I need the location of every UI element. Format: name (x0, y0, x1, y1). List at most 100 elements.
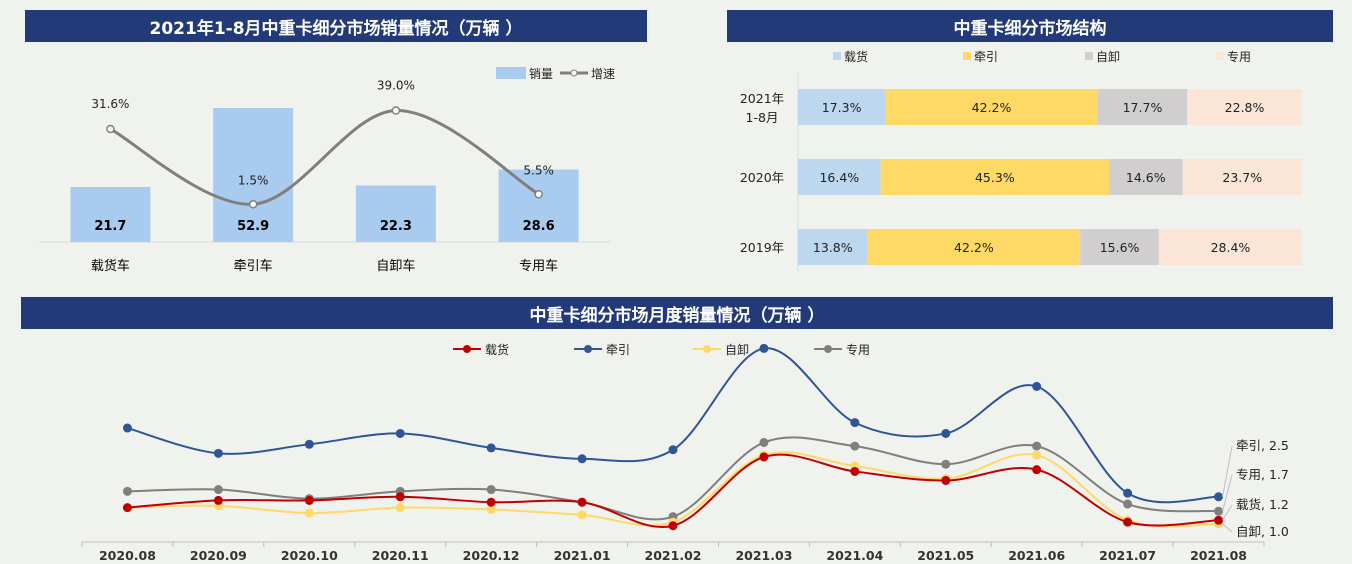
segment-label-0-0: 17.3% (822, 100, 862, 115)
series-point-1-11 (1123, 488, 1133, 498)
segment-label-1-3: 23.7% (1222, 170, 1262, 185)
legend-swatch-3 (1216, 52, 1224, 60)
growth-label-1: 1.5% (238, 173, 269, 187)
row-label-0-a: 2021年 (740, 91, 784, 106)
bar-value-label-1: 52.9 (237, 219, 269, 234)
growth-point-3 (534, 190, 543, 199)
x-tick-label-12: 2021.08 (1190, 548, 1247, 563)
segment-label-1-1: 45.3% (975, 170, 1015, 185)
series-point-3-8 (850, 441, 860, 451)
growth-label-2: 39.0% (377, 79, 415, 93)
x-tick-label-2: 自卸车 (376, 258, 415, 274)
segment-label-2-1: 42.2% (954, 240, 994, 255)
series-point-1-3 (395, 428, 405, 438)
bar-1 (213, 107, 294, 242)
growth-label-0: 31.6% (91, 97, 129, 111)
legend-label-1: 牵引 (606, 343, 630, 357)
segment-label-1-2: 14.6% (1126, 170, 1166, 185)
series-point-1-0 (122, 423, 132, 433)
series-point-3-9 (941, 459, 951, 469)
series-point-0-0 (122, 503, 132, 513)
series-point-3-0 (122, 486, 132, 496)
segment-label-0-1: 42.2% (972, 100, 1012, 115)
monthly-chart-title: 中重卡细分市场月度销量情况（万辆 ） (21, 297, 1333, 329)
x-tick-label-1: 2020.09 (190, 548, 247, 563)
end-label-0: 载货, 1.2 (1236, 497, 1289, 512)
segment-0-0 (798, 89, 886, 125)
segment-2-0 (798, 229, 868, 265)
segment-label-2-0: 13.8% (813, 240, 853, 255)
segment-1-1 (880, 159, 1109, 195)
end-label-2: 自卸, 1.0 (1236, 524, 1289, 539)
series-point-0-2 (304, 495, 314, 505)
legend-marker-3 (824, 345, 832, 353)
series-point-1-6 (668, 445, 678, 455)
legend-label-1: 牵引 (974, 50, 998, 64)
bar-value-label-3: 28.6 (523, 219, 555, 234)
structure-chart-title: 中重卡细分市场结构 (727, 10, 1333, 42)
series-point-1-4 (486, 443, 496, 453)
legend-label-0: 载货 (844, 49, 868, 64)
segment-0-1 (885, 89, 1098, 125)
x-tick-label-1: 牵引车 (234, 258, 273, 274)
sales-chart-title: 2021年1-8月中重卡细分市场销量情况（万辆 ） (25, 10, 647, 42)
series-point-0-3 (395, 492, 405, 502)
legend-line-label: 增速 (591, 67, 615, 81)
series-point-1-10 (1032, 381, 1042, 391)
x-tick-label-3: 专用车 (519, 258, 558, 274)
segment-2-2 (1080, 229, 1159, 265)
series-point-3-1 (213, 485, 223, 495)
growth-point-1 (248, 200, 258, 209)
segment-1-3 (1182, 159, 1302, 195)
series-point-0-1 (213, 495, 223, 505)
series-point-3-11 (1123, 499, 1133, 509)
legend-marker-1 (584, 345, 592, 353)
series-point-2-5 (577, 510, 587, 520)
segment-label-0-3: 22.8% (1225, 100, 1265, 115)
legend-bar-swatch (496, 67, 526, 79)
series-point-2-2 (304, 508, 314, 518)
legend-bar-label: 销量 (529, 67, 553, 81)
end-label-leader-1 (1222, 445, 1233, 497)
bar-0 (70, 187, 151, 242)
growth-line (109, 108, 540, 206)
row-label-0-b: 1-8月 (746, 110, 779, 125)
series-point-0-4 (486, 497, 496, 507)
segment-label-0-2: 17.7% (1123, 100, 1163, 115)
series-point-0-12 (1214, 515, 1224, 525)
row-label-2: 2019年 (740, 240, 784, 255)
bar-value-label-0: 21.7 (94, 219, 126, 234)
x-tick-label-8: 2021.04 (826, 548, 883, 563)
legend-label-3: 专用 (846, 342, 870, 357)
legend-swatch-2 (1085, 52, 1093, 60)
bar-2 (355, 185, 436, 242)
legend-label-2: 自卸 (1096, 49, 1120, 64)
series-point-1-5 (577, 454, 587, 464)
series-point-2-10 (1032, 450, 1042, 460)
series-point-3-4 (486, 485, 496, 495)
segment-2-1 (867, 229, 1081, 265)
segment-2-3 (1158, 229, 1302, 265)
end-label-leader-2 (1222, 523, 1233, 533)
row-label-1: 2020年 (740, 170, 784, 185)
series-point-1-1 (213, 448, 223, 458)
series-point-1-8 (850, 418, 860, 428)
segment-1-2 (1108, 159, 1183, 195)
bar-value-label-2: 22.3 (380, 219, 412, 234)
series-point-0-9 (941, 475, 951, 485)
series-point-0-11 (1123, 517, 1133, 527)
series-point-0-5 (577, 497, 587, 507)
end-label-1: 牵引, 2.5 (1236, 438, 1289, 453)
series-point-0-10 (1032, 465, 1042, 475)
x-tick-label-3: 2020.11 (372, 548, 429, 563)
x-tick-label-0: 载货车 (91, 258, 130, 274)
legend-label-2: 自卸 (725, 342, 749, 357)
x-tick-label-6: 2021.02 (645, 548, 702, 563)
series-point-3-10 (1032, 441, 1042, 451)
x-tick-label-7: 2021.03 (735, 548, 792, 563)
legend-label-0: 载货 (485, 342, 509, 357)
legend-label-3: 专用 (1227, 49, 1251, 64)
series-point-3-12 (1214, 506, 1224, 516)
